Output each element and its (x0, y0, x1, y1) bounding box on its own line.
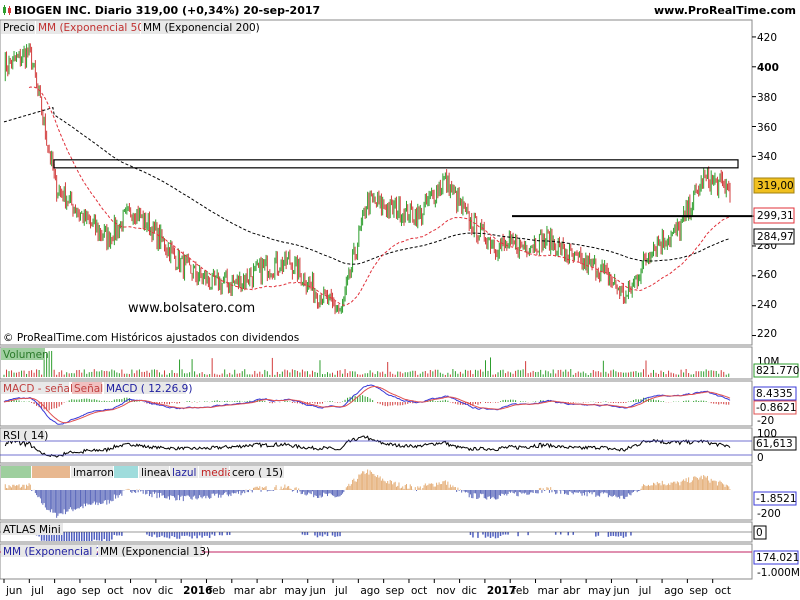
signal-line (3, 386, 731, 424)
x-tick-label: may (284, 585, 307, 597)
x-tick-label: dic (462, 585, 478, 597)
price-panel[interactable] (0, 19, 753, 346)
reg-tick: -200 (757, 508, 781, 520)
rsi-line (4, 435, 731, 458)
legend-mm2: MM (Exponencial 2) (3, 546, 106, 558)
y-tick: 380 (757, 92, 777, 104)
x-tick-label: ago (664, 585, 684, 597)
x-tick-label: oct (107, 585, 123, 597)
y-tick: 400 (757, 62, 779, 74)
legend-ema200: MM (Exponencial 200) (143, 22, 260, 34)
legend-ema50: MM (Exponencial 50) (38, 22, 148, 34)
watermark: www.bolsatero.com (128, 301, 255, 316)
x-tick-label: may (588, 585, 611, 597)
x-tick-label: oct (715, 585, 731, 597)
y-tick: 220 (757, 328, 777, 340)
x-tick-label: oct (411, 585, 427, 597)
x-tick-label: dic (158, 585, 174, 597)
ema50-price-tag: 299,31 (757, 210, 794, 222)
x-tick-label: jun (5, 585, 22, 597)
x-tick-label: jun (612, 585, 629, 597)
price-y-axis: 420 400 380 360 340 300 280 260 240 220 (757, 32, 779, 340)
chart-header: BIOGEN INC. Diario 319,00 (+0,34%) 20-se… (0, 0, 800, 20)
y-tick: 260 (757, 269, 777, 281)
x-tick-label: jun (309, 585, 326, 597)
x-tick-label: jul (334, 585, 348, 597)
legend-price: Precio (3, 22, 35, 34)
x-tick-label: sep (82, 585, 101, 597)
mm-tick: -1.000M (757, 567, 800, 579)
y-tick: 340 (757, 151, 777, 163)
volume-label: Volumen (3, 349, 49, 361)
rsi-tick: 0 (757, 452, 764, 464)
footnote: © ProRealTime.com Históricos ajustados c… (3, 332, 299, 344)
x-tick-label: sep (386, 585, 405, 597)
legend-lazul: lazul (172, 467, 196, 479)
legend-rsi: RSI ( 14) (3, 430, 48, 442)
x-tick-label: feb (208, 585, 225, 597)
legend-signal: Señal (74, 383, 103, 395)
x-tick-label: mar (234, 585, 256, 597)
resistance-box[interactable] (53, 159, 739, 169)
legend-lineav: lineav (141, 467, 173, 479)
mm-value: 174.021 (756, 552, 799, 564)
volume-panel[interactable] (0, 346, 753, 380)
legend-lmarron: lmarron (73, 467, 114, 479)
reg-value: -1.8521 (756, 493, 797, 505)
legend-atlas: ATLAS Mini (3, 524, 61, 536)
ema200-line (3, 106, 731, 265)
x-tick-label: 2016 (183, 585, 212, 597)
rsi-panel[interactable] (0, 427, 753, 464)
x-tick-label: 2017 (487, 585, 516, 597)
x-tick-label: nov (436, 585, 455, 597)
last-price-tag: 319,00 (757, 180, 794, 192)
instrument-title: BIOGEN INC. Diario 319,00 (+0,34%) 20-se… (14, 4, 321, 17)
macd-value: 8.4335 (756, 388, 793, 400)
rsi-value: 61,613 (756, 438, 793, 450)
legend-cero: cero ( 15) (232, 467, 283, 479)
legend-macd-signal: MACD - señal (3, 383, 73, 395)
volume-value: 821.770 (756, 365, 799, 377)
macd-tick: -20 (757, 415, 774, 427)
atlas-value: 0 (756, 527, 763, 539)
x-tick-label: feb (512, 585, 529, 597)
x-tick-label: jul (30, 585, 44, 597)
y-tick: 240 (757, 299, 777, 311)
legend-mm13: MM (Exponencial 13) (100, 546, 210, 558)
ema200-price-tag: 284,97 (757, 231, 794, 243)
x-tick-label: abr (563, 585, 581, 597)
x-tick-label: abr (259, 585, 277, 597)
x-tick-label: mar (538, 585, 560, 597)
price-legend: Precio MM (Exponencial 50) MM (Exponenci… (1, 21, 260, 34)
site-url[interactable]: www.ProRealTime.com (653, 4, 796, 17)
mm-panel[interactable] (0, 543, 753, 580)
legend-macd: MACD ( 12.26.9) (106, 383, 192, 395)
candlestick-icon (2, 5, 12, 15)
legend-media: media (201, 467, 234, 479)
y-tick: 360 (757, 122, 777, 134)
x-tick-label: ago (57, 585, 77, 597)
y-tick: 420 (757, 32, 777, 44)
x-tick-label: ago (360, 585, 380, 597)
x-tick-label: sep (689, 585, 708, 597)
x-tick-label: jul (638, 585, 652, 597)
ema50-line (28, 86, 731, 306)
signal-value: -0.8621 (756, 402, 797, 414)
x-tick-label: nov (133, 585, 152, 597)
